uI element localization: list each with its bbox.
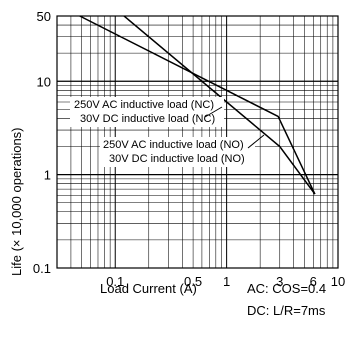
label-no-leader xyxy=(247,134,265,149)
x-tick-label: 0.1 xyxy=(106,274,124,289)
y-tick-label: 0.1 xyxy=(33,261,51,276)
y-tick-labels: 0.1 1 10 50 xyxy=(33,9,51,276)
label-nc-box xyxy=(70,97,224,127)
y-tick-label: 10 xyxy=(37,74,51,89)
x-tick-labels: 0.1 0.5 1 3 6 10 xyxy=(106,274,345,289)
label-nc-line1: 250V AC inductive load (NC) xyxy=(74,99,214,111)
x-tick-label: 3 xyxy=(276,274,283,289)
series-line-no xyxy=(123,15,316,195)
y-tick-label: 50 xyxy=(37,9,51,24)
series-line-nc xyxy=(79,15,316,195)
label-nc: 250V AC inductive load (NC) 30V DC induc… xyxy=(70,97,224,127)
y-tick-label: 1 xyxy=(44,168,51,183)
label-no-box xyxy=(100,137,255,167)
x-tick-label: 6 xyxy=(310,274,317,289)
label-no: 250V AC inductive load (NO) 30V DC induc… xyxy=(100,134,265,167)
annotation-ac: AC: COS=0.4 xyxy=(247,281,326,296)
plot-frame xyxy=(56,15,339,269)
series-lines xyxy=(79,15,316,195)
x-tick-label: 10 xyxy=(331,274,345,289)
label-no-line2: 30V DC inductive load (NO) xyxy=(109,153,245,165)
y-axis-title: Life (× 10,000 operations) xyxy=(9,127,24,276)
label-nc-leader xyxy=(204,106,223,118)
annotation-dc: DC: L/R=7ms xyxy=(247,303,326,318)
x-tick-label: 1 xyxy=(223,274,230,289)
label-no-line1: 250V AC inductive load (NO) xyxy=(103,139,244,151)
x-tick-label: 0.5 xyxy=(184,274,202,289)
x-axis-title: Load Current (A) xyxy=(100,281,197,296)
label-nc-line2: 30V DC inductive load (NC) xyxy=(80,113,215,125)
